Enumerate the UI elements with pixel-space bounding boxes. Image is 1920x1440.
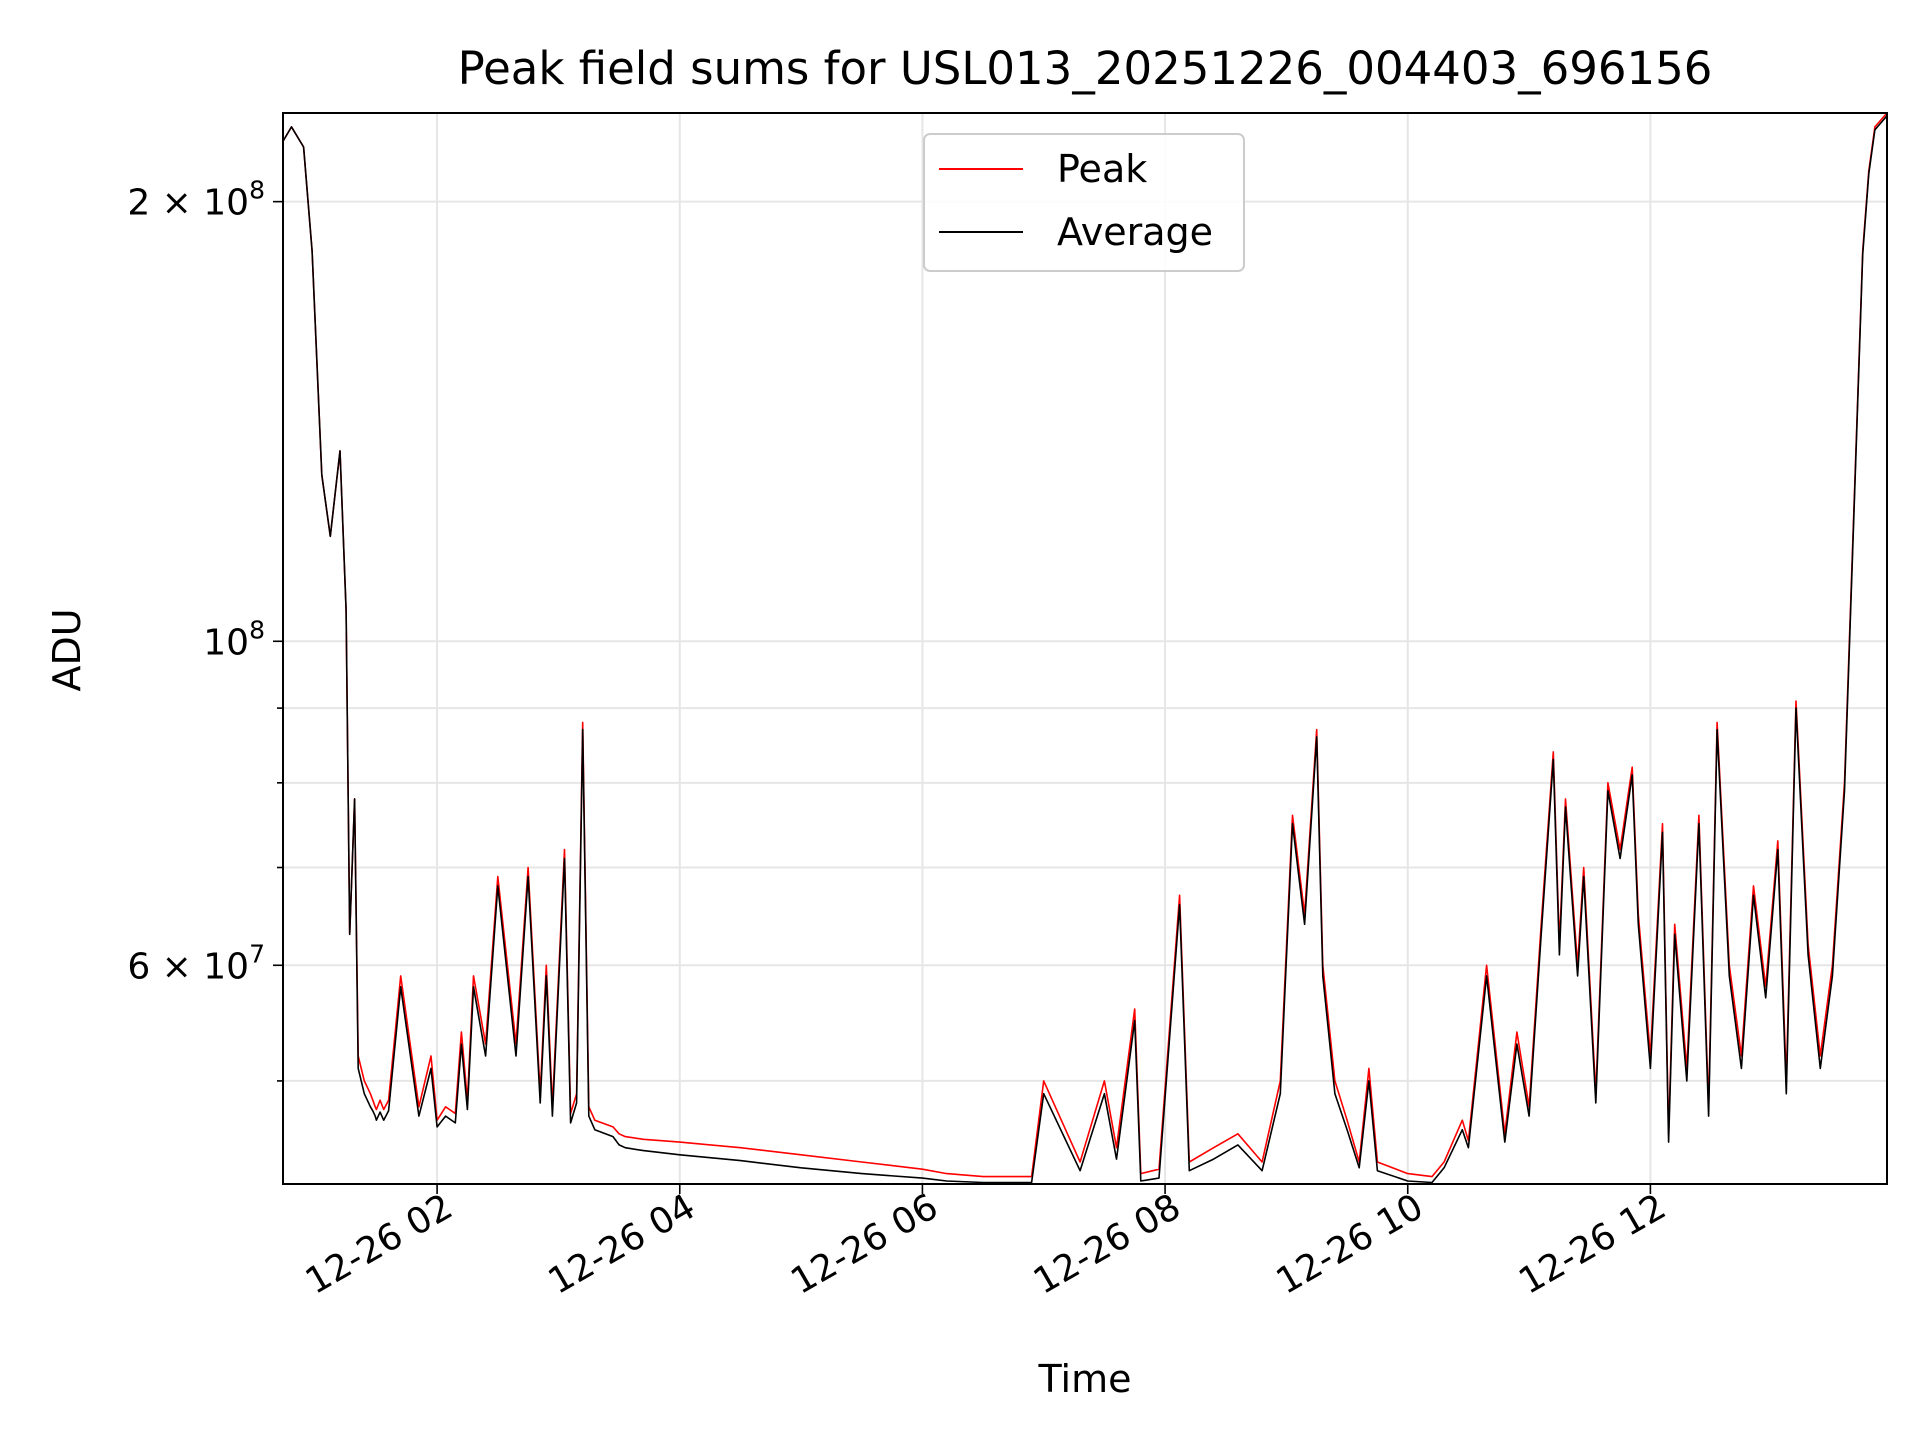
legend-label-peak: Peak	[1057, 147, 1147, 191]
plot-frame	[282, 112, 1888, 1185]
y-tick-label: 6 × 107	[127, 939, 265, 987]
y-axis: 6 × 107 108 2 × 108	[127, 176, 283, 1082]
chart-title: Peak field sums for USL013_20251226_0044…	[458, 42, 1713, 95]
y-tick-label: 108	[203, 615, 265, 663]
x-axis-label: Time	[1038, 1357, 1132, 1401]
legend-label-average: Average	[1057, 210, 1213, 254]
series-line-average	[283, 115, 1887, 1184]
x-gridlines	[436, 113, 1652, 1184]
y-tick-label: 2 × 108	[127, 176, 265, 224]
legend: Peak Average	[923, 133, 1245, 272]
y-axis-label: ADU	[45, 608, 89, 691]
